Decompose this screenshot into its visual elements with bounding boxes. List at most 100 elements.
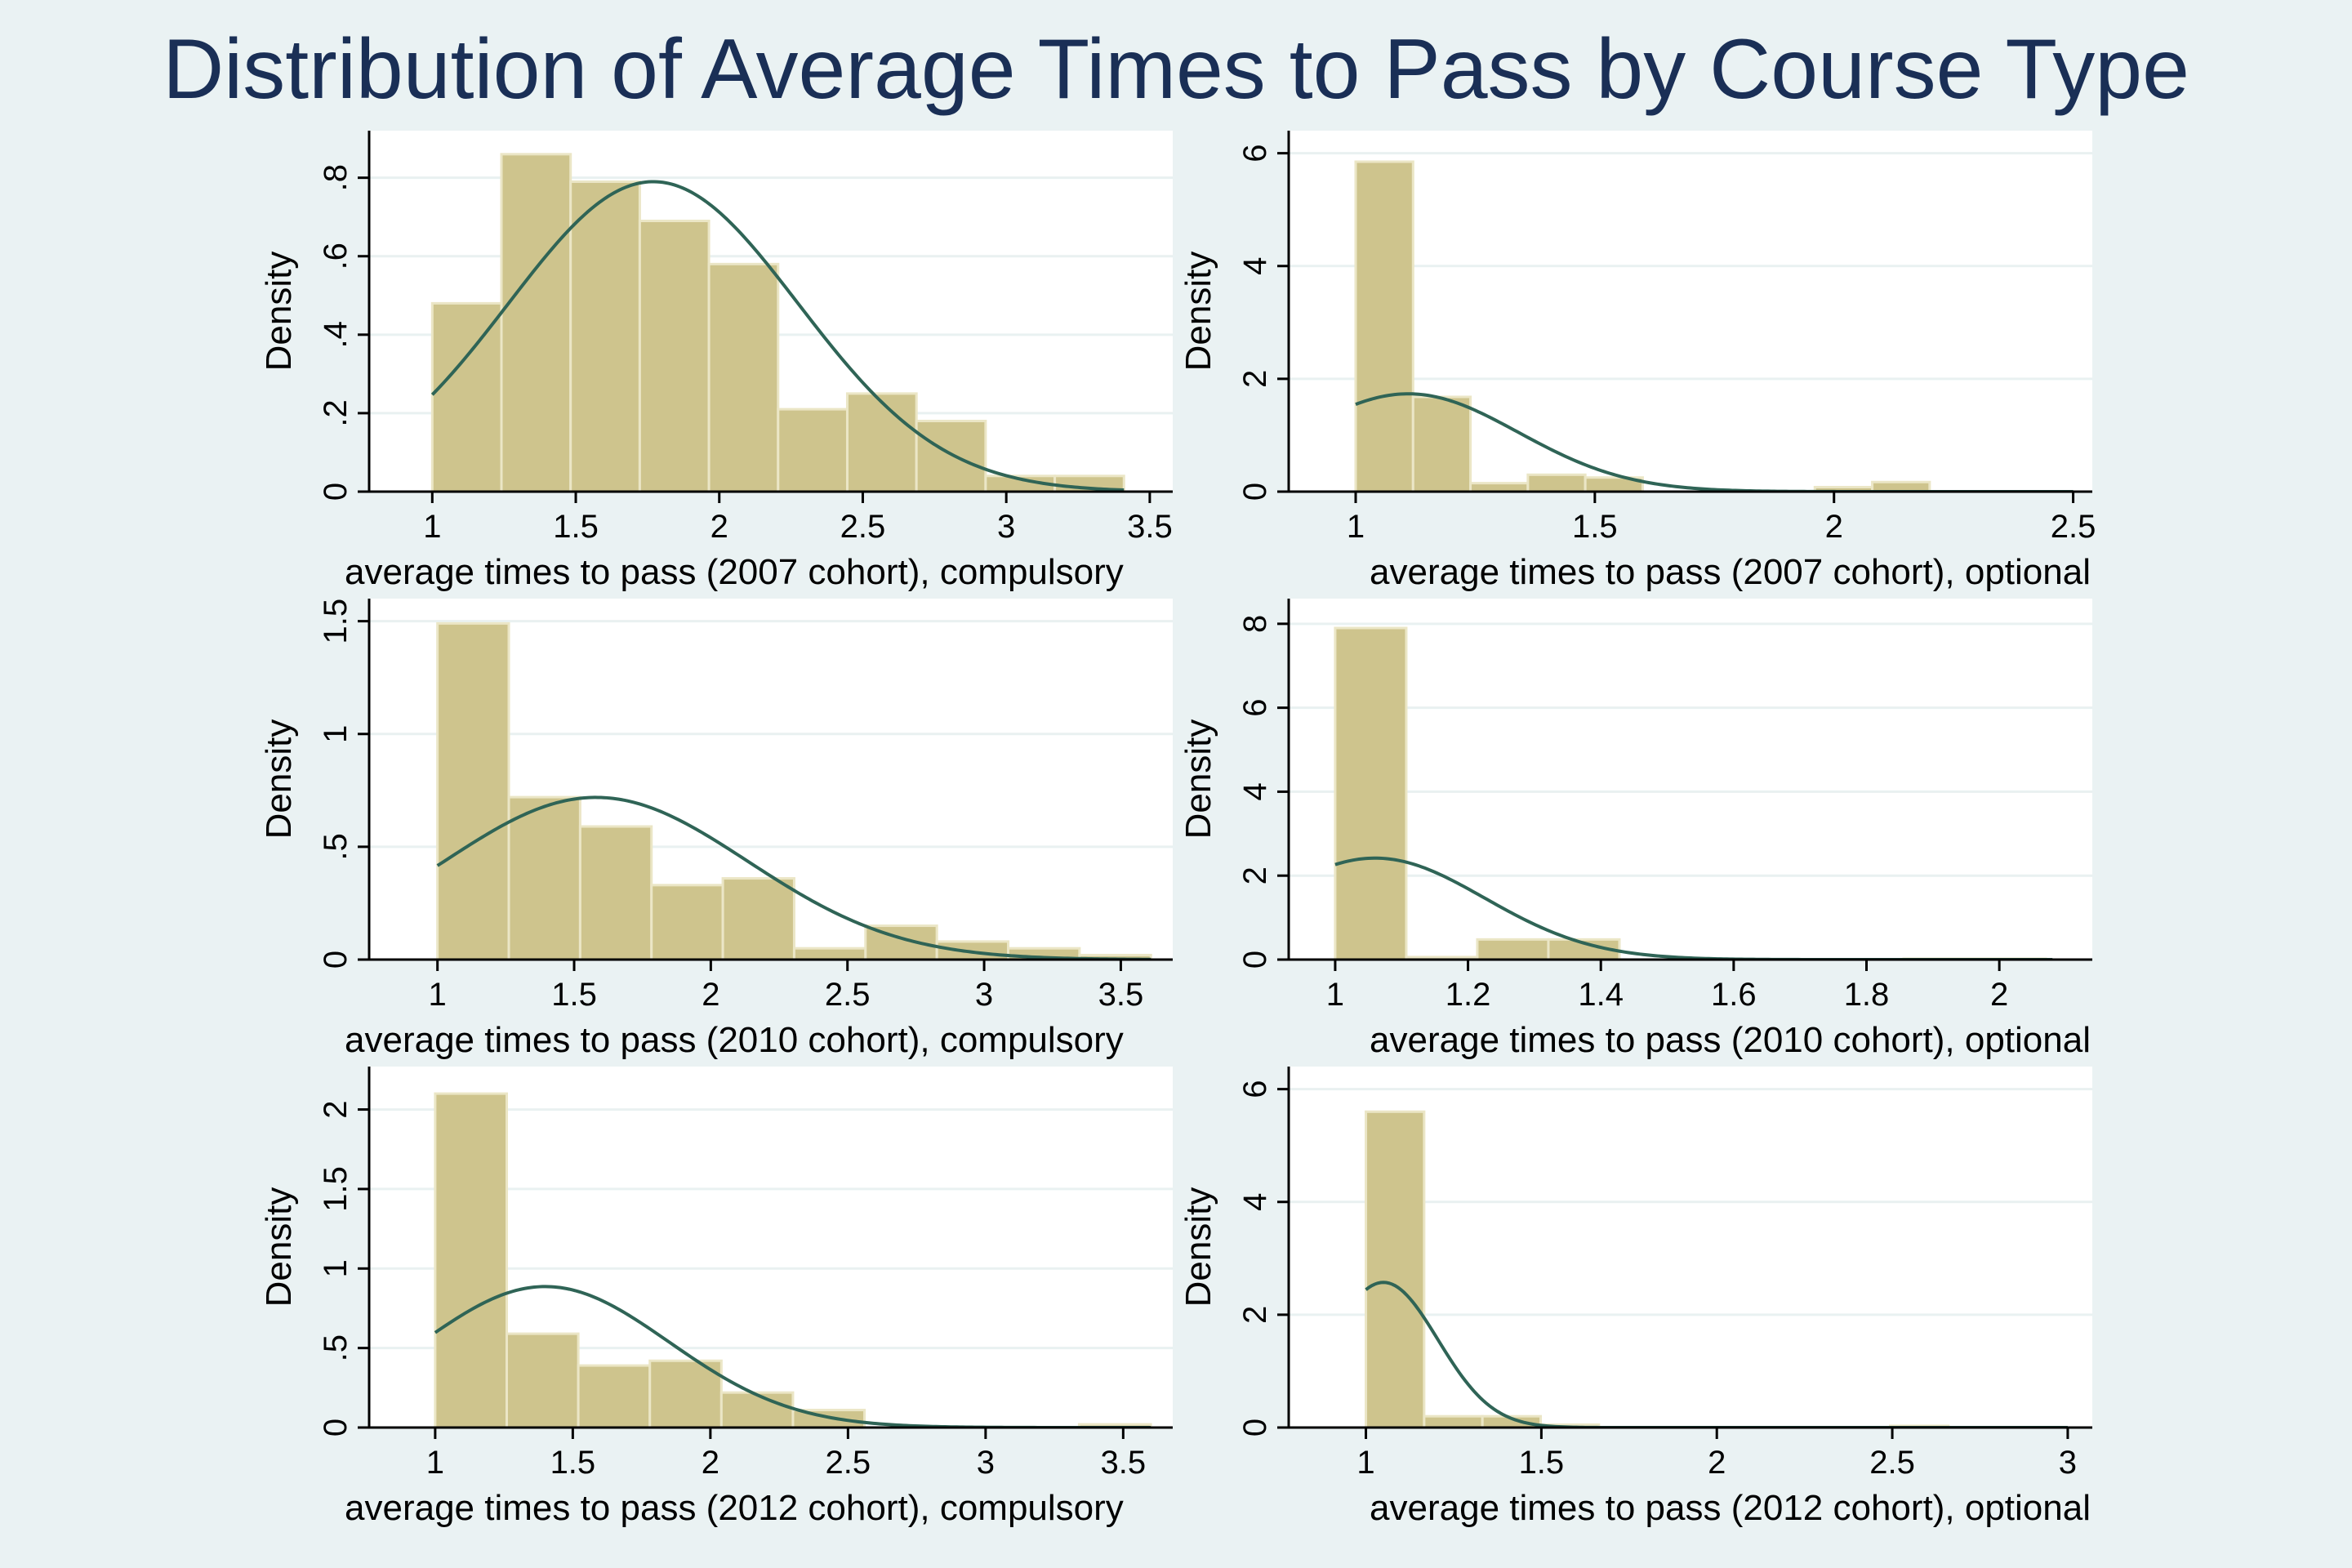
x-axis-title: average times to pass (2007 cohort), com… bbox=[345, 552, 1124, 592]
histogram-bar bbox=[1365, 1110, 1426, 1429]
y-tick-label: 0 bbox=[318, 483, 354, 501]
y-tick-label: 1.5 bbox=[318, 1166, 354, 1212]
y-tick-label: 0 bbox=[1237, 1419, 1273, 1437]
x-tick-label: 1.8 bbox=[1844, 977, 1890, 1013]
histogram-bar bbox=[721, 877, 795, 961]
x-tick-label: 3 bbox=[997, 509, 1015, 545]
histogram-panel-5: 1 1.5 2 2.5 3 3.5 0 .5 1 1.5 2 Density average times… bbox=[259, 1067, 1173, 1528]
y-tick-label: 2 bbox=[1237, 866, 1273, 884]
x-tick-label: 2 bbox=[702, 1445, 719, 1481]
y-axis-title: Density bbox=[259, 252, 299, 372]
y-axis-title: Density bbox=[1178, 252, 1218, 372]
histogram-bar bbox=[638, 220, 710, 493]
y-axis-title: Density bbox=[259, 1187, 299, 1307]
histogram-bar bbox=[430, 301, 503, 493]
chart-title: Distribution of Average Times to Pass by… bbox=[163, 22, 2189, 117]
y-tick-label: .6 bbox=[318, 243, 354, 270]
histogram-bar bbox=[1476, 938, 1550, 961]
x-tick-label: 1.5 bbox=[553, 509, 599, 545]
y-tick-label: .4 bbox=[318, 321, 354, 348]
histogram-bar bbox=[777, 408, 849, 493]
x-tick-label: 2 bbox=[1990, 977, 2008, 1013]
x-tick-label: 2.5 bbox=[840, 509, 886, 545]
y-tick-label: 1 bbox=[318, 1259, 354, 1277]
histogram-bar bbox=[719, 1391, 795, 1429]
y-tick-label: .5 bbox=[318, 1334, 354, 1361]
x-tick-label: 2.5 bbox=[825, 977, 871, 1013]
y-tick-label: .2 bbox=[318, 399, 354, 426]
y-tick-label: 0 bbox=[318, 951, 354, 969]
histogram-bar bbox=[845, 392, 918, 493]
histogram-bar bbox=[915, 420, 987, 493]
normal-density-curve bbox=[436, 795, 1152, 960]
histogram-bar bbox=[578, 825, 653, 961]
x-axis-title: average times to pass (2010 cohort), opt… bbox=[1370, 1020, 2091, 1060]
x-tick-label: 1.4 bbox=[1578, 977, 1624, 1013]
histogram-panel-3: 1 1.5 2 2.5 3 3.5 0 .5 1 1.5 Density average times … bbox=[259, 599, 1173, 1060]
x-tick-label: 3 bbox=[975, 977, 993, 1013]
y-tick-label: 6 bbox=[1237, 1080, 1273, 1098]
x-tick-label: 1 bbox=[1347, 509, 1365, 545]
y-axis-title: Density bbox=[1178, 1187, 1218, 1307]
x-tick-label: 3.5 bbox=[1127, 509, 1173, 545]
y-tick-label: 4 bbox=[1237, 782, 1273, 800]
histogram-bar bbox=[577, 1364, 652, 1429]
x-axis-title: average times to pass (2007 cohort), opt… bbox=[1370, 552, 2091, 592]
histogram-bar bbox=[1423, 1414, 1484, 1429]
y-tick-label: 1.5 bbox=[318, 599, 354, 644]
x-tick-label: 1 bbox=[1356, 1445, 1374, 1481]
x-tick-label: 3 bbox=[977, 1445, 995, 1481]
histogram-bar bbox=[707, 262, 780, 493]
x-axis-title: average times to pass (2010 cohort), com… bbox=[345, 1020, 1124, 1060]
plot-area bbox=[1289, 599, 2092, 960]
histogram-bar bbox=[1469, 482, 1530, 493]
y-tick-label: 2 bbox=[1237, 1306, 1273, 1324]
normal-density-curve bbox=[1365, 1281, 2068, 1428]
histogram-bar bbox=[648, 1359, 723, 1429]
y-axis-title: Density bbox=[259, 719, 299, 840]
y-tick-label: 8 bbox=[1237, 615, 1273, 633]
x-tick-label: 1 bbox=[426, 1445, 444, 1481]
normal-density-curve bbox=[430, 180, 1125, 492]
histogram-bar bbox=[650, 884, 724, 961]
x-tick-label: 1.5 bbox=[550, 1445, 596, 1481]
x-tick-label: 2 bbox=[1708, 1445, 1726, 1481]
histogram-bar bbox=[1411, 395, 1472, 493]
x-tick-label: 2.5 bbox=[1869, 1445, 1915, 1481]
y-tick-label: 0 bbox=[318, 1419, 354, 1437]
y-tick-label: 4 bbox=[1237, 257, 1273, 275]
y-axis-title: Density bbox=[1178, 719, 1218, 840]
normal-density-curve bbox=[1355, 392, 2074, 492]
histogram-panel-2: 1 1.5 2 2.5 0 2 4 6 Density average times to pass… bbox=[1178, 131, 2096, 592]
x-tick-label: 2.5 bbox=[826, 1445, 871, 1481]
x-tick-label: 1.2 bbox=[1446, 977, 1491, 1013]
histogram-bar bbox=[505, 1332, 580, 1429]
y-tick-label: 0 bbox=[1237, 483, 1273, 501]
x-tick-label: 3.5 bbox=[1101, 1445, 1147, 1481]
x-tick-label: 1 bbox=[1326, 977, 1344, 1013]
histogram-bar bbox=[1526, 473, 1587, 493]
y-tick-label: 4 bbox=[1237, 1193, 1273, 1211]
y-tick-label: 6 bbox=[1237, 699, 1273, 717]
x-tick-label: 2.5 bbox=[2051, 509, 2096, 545]
x-tick-label: 3.5 bbox=[1098, 977, 1144, 1013]
x-tick-label: 1.5 bbox=[1572, 509, 1618, 545]
y-tick-label: 2 bbox=[1237, 370, 1273, 388]
histogram-bar bbox=[792, 947, 867, 961]
histogram-bar bbox=[434, 1092, 508, 1429]
x-tick-label: 3 bbox=[2059, 1445, 2077, 1481]
y-tick-label: 2 bbox=[318, 1100, 354, 1118]
x-tick-label: 1 bbox=[429, 977, 447, 1013]
y-tick-label: 1 bbox=[318, 725, 354, 743]
x-tick-label: 2 bbox=[1825, 509, 1843, 545]
x-tick-label: 1.6 bbox=[1711, 977, 1757, 1013]
histogram-bar bbox=[436, 621, 510, 961]
x-axis-title: average times to pass (2012 cohort), opt… bbox=[1370, 1488, 2091, 1528]
histogram-panel-6: 1 1.5 2 2.5 3 0 2 4 6 Density average times to pas… bbox=[1178, 1067, 2092, 1528]
histogram-bar bbox=[569, 180, 641, 493]
histogram-bar bbox=[507, 795, 581, 961]
x-tick-label: 1.5 bbox=[1519, 1445, 1565, 1481]
x-tick-label: 2 bbox=[710, 509, 728, 545]
